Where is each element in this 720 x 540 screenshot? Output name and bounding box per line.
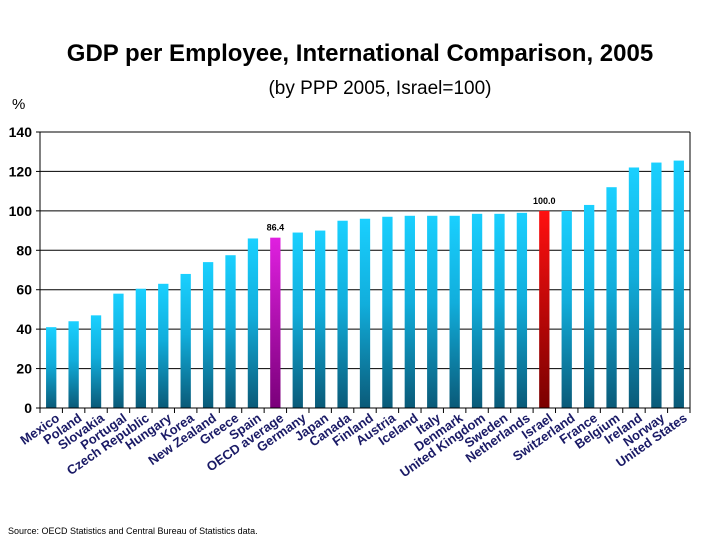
bar-united-states xyxy=(673,160,684,408)
bar-germany xyxy=(292,232,303,408)
bar-finland xyxy=(359,218,371,408)
bar-belgium xyxy=(606,187,617,408)
bars xyxy=(46,160,684,408)
bar-greece xyxy=(225,255,236,408)
y-tick-label: 80 xyxy=(16,242,32,258)
y-tick-label: 140 xyxy=(9,124,33,140)
bar-slovakia xyxy=(90,315,102,408)
axes xyxy=(36,131,691,413)
bar-netherlands xyxy=(516,212,528,408)
bar-poland xyxy=(68,321,79,408)
bar-france xyxy=(583,204,595,408)
bar-italy xyxy=(427,215,438,408)
y-tick-label: 0 xyxy=(24,400,32,416)
bar-iceland xyxy=(404,215,415,408)
data-label-oecd-average: 86.4 xyxy=(267,223,285,233)
bar-ireland xyxy=(628,167,640,408)
bar-israel xyxy=(539,210,550,408)
bar-canada xyxy=(337,220,348,408)
bar-mexico xyxy=(46,327,57,408)
bar-korea xyxy=(180,273,191,408)
chart-subtitle: (by PPP 2005, Israel=100) xyxy=(268,78,492,99)
y-tick-label: 40 xyxy=(16,321,32,337)
bar-spain xyxy=(247,238,259,408)
bar-czech-republic xyxy=(135,288,147,408)
y-tick-label: 60 xyxy=(16,282,32,298)
source-note: Source: OECD Statistics and Central Bure… xyxy=(8,526,258,536)
y-tick-label: 100 xyxy=(9,203,33,219)
data-label-israel: 100.0 xyxy=(533,196,556,206)
y-tick-label: 20 xyxy=(16,361,32,377)
y-axis-unit: % xyxy=(12,96,26,113)
bar-japan xyxy=(315,230,326,408)
bar-switzerland xyxy=(561,210,572,408)
bar-new-zealand xyxy=(202,262,214,408)
bar-austria xyxy=(382,216,393,408)
bar-hungary xyxy=(158,283,169,408)
bar-denmark xyxy=(449,215,460,408)
bar-portugal xyxy=(113,293,124,408)
y-tick-label: 120 xyxy=(9,163,33,179)
bar-norway xyxy=(651,162,662,408)
chart-title: GDP per Employee, International Comparis… xyxy=(66,40,654,67)
bar-oecd-average xyxy=(270,237,281,408)
bar-united-kingdom xyxy=(471,213,483,408)
bar-sweden xyxy=(494,213,505,408)
